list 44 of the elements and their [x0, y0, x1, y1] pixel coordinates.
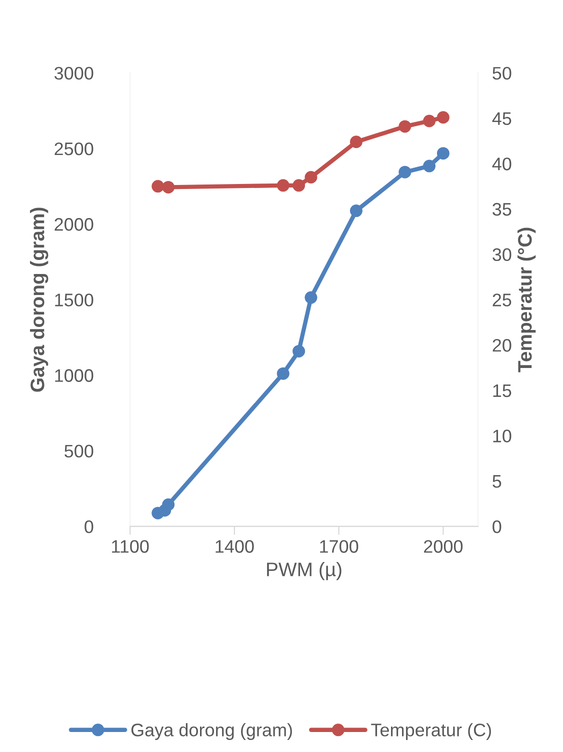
point	[423, 160, 436, 172]
y-axis-title: Gaya dorong (gram)	[30, 208, 48, 392]
point	[436, 111, 450, 124]
y2-tick-label: 25	[492, 294, 512, 306]
point	[304, 291, 318, 304]
point	[436, 147, 450, 160]
y-tick-label: 2500	[54, 142, 94, 156]
point	[304, 170, 318, 184]
y2-tick-label: 40	[492, 158, 512, 170]
point	[152, 180, 164, 193]
point	[350, 136, 362, 148]
point	[398, 166, 412, 178]
point	[162, 180, 175, 194]
y2-tick-label: 35	[492, 202, 512, 216]
x-axis-title: PWM (µ)	[267, 562, 342, 580]
point	[292, 344, 306, 358]
point	[350, 204, 362, 218]
y-tick-label: 1500	[55, 294, 94, 306]
y2-tick-label: 0	[492, 520, 502, 534]
point	[398, 120, 412, 133]
point	[162, 498, 175, 511]
y2-tick-label: 30	[492, 248, 512, 262]
y2-tick-label: 45	[492, 112, 512, 126]
point	[276, 179, 290, 192]
legend-label: Temperatur (C)	[371, 723, 491, 740]
legend-label: Gaya dorong (gram)	[131, 723, 292, 740]
y-tick-label: 0	[84, 520, 94, 534]
y-tick-label: 2000	[54, 218, 94, 231]
x-tick-label: 1700	[320, 540, 358, 553]
y-tick-label: 1000	[55, 369, 94, 382]
x-tick-label: 1400	[216, 540, 254, 553]
y2-tick-label: 5	[492, 475, 502, 488]
point	[276, 367, 290, 380]
point	[292, 179, 306, 192]
x-tick-label: 1100	[112, 540, 149, 553]
y2-axis-title: Temperatur (°C)	[518, 228, 536, 372]
point	[423, 114, 436, 128]
y2-tick-label: 15	[493, 384, 512, 398]
y2-tick-label: 20	[492, 338, 512, 352]
x-tick-label: 2000	[424, 540, 463, 553]
y2-tick-label: 50	[492, 66, 512, 80]
y-tick-label: 3000	[54, 66, 94, 80]
y2-tick-label: 10	[493, 430, 512, 442]
y-tick-label: 500	[64, 444, 94, 458]
